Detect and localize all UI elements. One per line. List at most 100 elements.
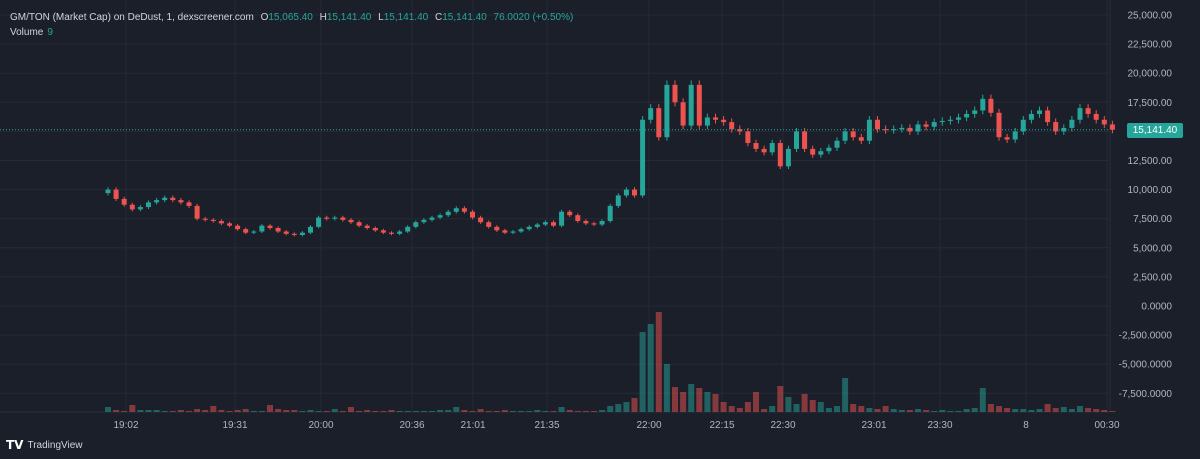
candle-body [275, 228, 281, 232]
volume-bar [744, 402, 751, 412]
volume-bar [356, 411, 363, 412]
volume-bar [121, 411, 128, 412]
candle-body [769, 143, 775, 153]
volume-bar [939, 410, 946, 412]
candle-body [259, 225, 265, 232]
volume-bar [105, 407, 111, 412]
high-key: H [319, 12, 327, 23]
candle-body [672, 84, 678, 103]
volume-bar [866, 408, 873, 412]
candle-body [567, 211, 573, 216]
volume-bar [753, 392, 759, 412]
volume-bar [931, 411, 938, 412]
candle-body [348, 219, 354, 223]
candle-body [972, 110, 978, 114]
volume-bar [858, 406, 865, 412]
candle-body [850, 131, 856, 138]
candle-body [648, 108, 654, 120]
candle-body [470, 211, 475, 218]
volume-bar [380, 411, 387, 412]
candle-body [1004, 137, 1010, 140]
y-tick-label: -5,000.0000 [1119, 360, 1173, 371]
candle-body [372, 228, 378, 231]
volume-bar [348, 407, 354, 412]
candle-body [607, 205, 613, 222]
candle-body [210, 219, 216, 222]
x-tick-label: 8 [1023, 420, 1029, 431]
candle-body [1012, 131, 1018, 140]
candle-body [332, 217, 338, 219]
candle-body [777, 143, 783, 167]
volume-bar [1109, 411, 1116, 412]
x-tick-label: 20:00 [308, 420, 333, 431]
candle-body [267, 225, 273, 229]
volume-bar [639, 332, 646, 412]
candle-body [794, 131, 799, 149]
candle-body [1093, 113, 1099, 120]
candle-body [1101, 119, 1107, 125]
volume-bar [842, 378, 849, 412]
candle-body [802, 131, 808, 149]
candle-body [113, 189, 119, 199]
x-tick-label: 22:30 [770, 420, 795, 431]
candle-body [591, 223, 597, 225]
candle-body [518, 229, 524, 232]
candle-body [737, 129, 743, 132]
candle-body [923, 124, 929, 127]
volume-bar [1093, 409, 1100, 412]
candle-body [696, 84, 702, 126]
candle-body [170, 197, 176, 201]
candle-body [1061, 127, 1067, 132]
candle-body [1085, 108, 1091, 114]
volume-bar [210, 406, 217, 412]
volume-bar [1020, 409, 1027, 412]
volume-bar [736, 408, 743, 412]
volume-bar [161, 411, 168, 412]
volume-bar [267, 405, 273, 412]
volume-bar [323, 411, 330, 412]
x-tick-label: 19:02 [113, 420, 138, 431]
volume-bar [550, 411, 557, 412]
candle-body [931, 122, 937, 127]
close-value: 15,141.40 [442, 12, 487, 23]
candle-body [632, 189, 637, 196]
volume-bar [801, 394, 808, 412]
volume-bar [145, 410, 152, 412]
volume-bar [258, 411, 265, 412]
candle-body [340, 217, 346, 220]
candle-body [551, 222, 556, 226]
candle-body [713, 117, 718, 120]
candle-body [291, 233, 297, 235]
volume-bar [890, 409, 897, 412]
volume-bar [412, 411, 419, 412]
candle-body [980, 98, 986, 111]
tradingview-logo-icon: TV [6, 438, 24, 452]
volume-bar [1101, 410, 1108, 412]
volume-bar [923, 410, 930, 412]
candle-body [129, 204, 135, 210]
candle-body [429, 217, 435, 220]
volume-bar [250, 411, 257, 412]
candle-body [680, 102, 686, 126]
candle-body [891, 129, 897, 131]
tradingview-brand[interactable]: TV TradingView [6, 438, 83, 452]
volume-bar [404, 411, 411, 412]
candle-body [1045, 110, 1051, 123]
candle-body [486, 222, 492, 227]
volume-bar [372, 411, 379, 412]
volume-bar [663, 364, 670, 412]
volume-bar [129, 405, 136, 412]
volume-bar [388, 410, 395, 412]
volume-bar [825, 408, 832, 412]
volume-bar [331, 409, 338, 412]
volume-bar [655, 312, 662, 412]
volume-bar [518, 411, 525, 412]
volume-bar [728, 406, 735, 412]
y-tick-label: 17,500.00 [1128, 98, 1173, 109]
open-key: O [260, 12, 269, 23]
volume-bar [996, 406, 1002, 412]
volume-bar [1068, 409, 1075, 412]
candle-body [218, 221, 224, 224]
volume-bar [526, 411, 533, 412]
